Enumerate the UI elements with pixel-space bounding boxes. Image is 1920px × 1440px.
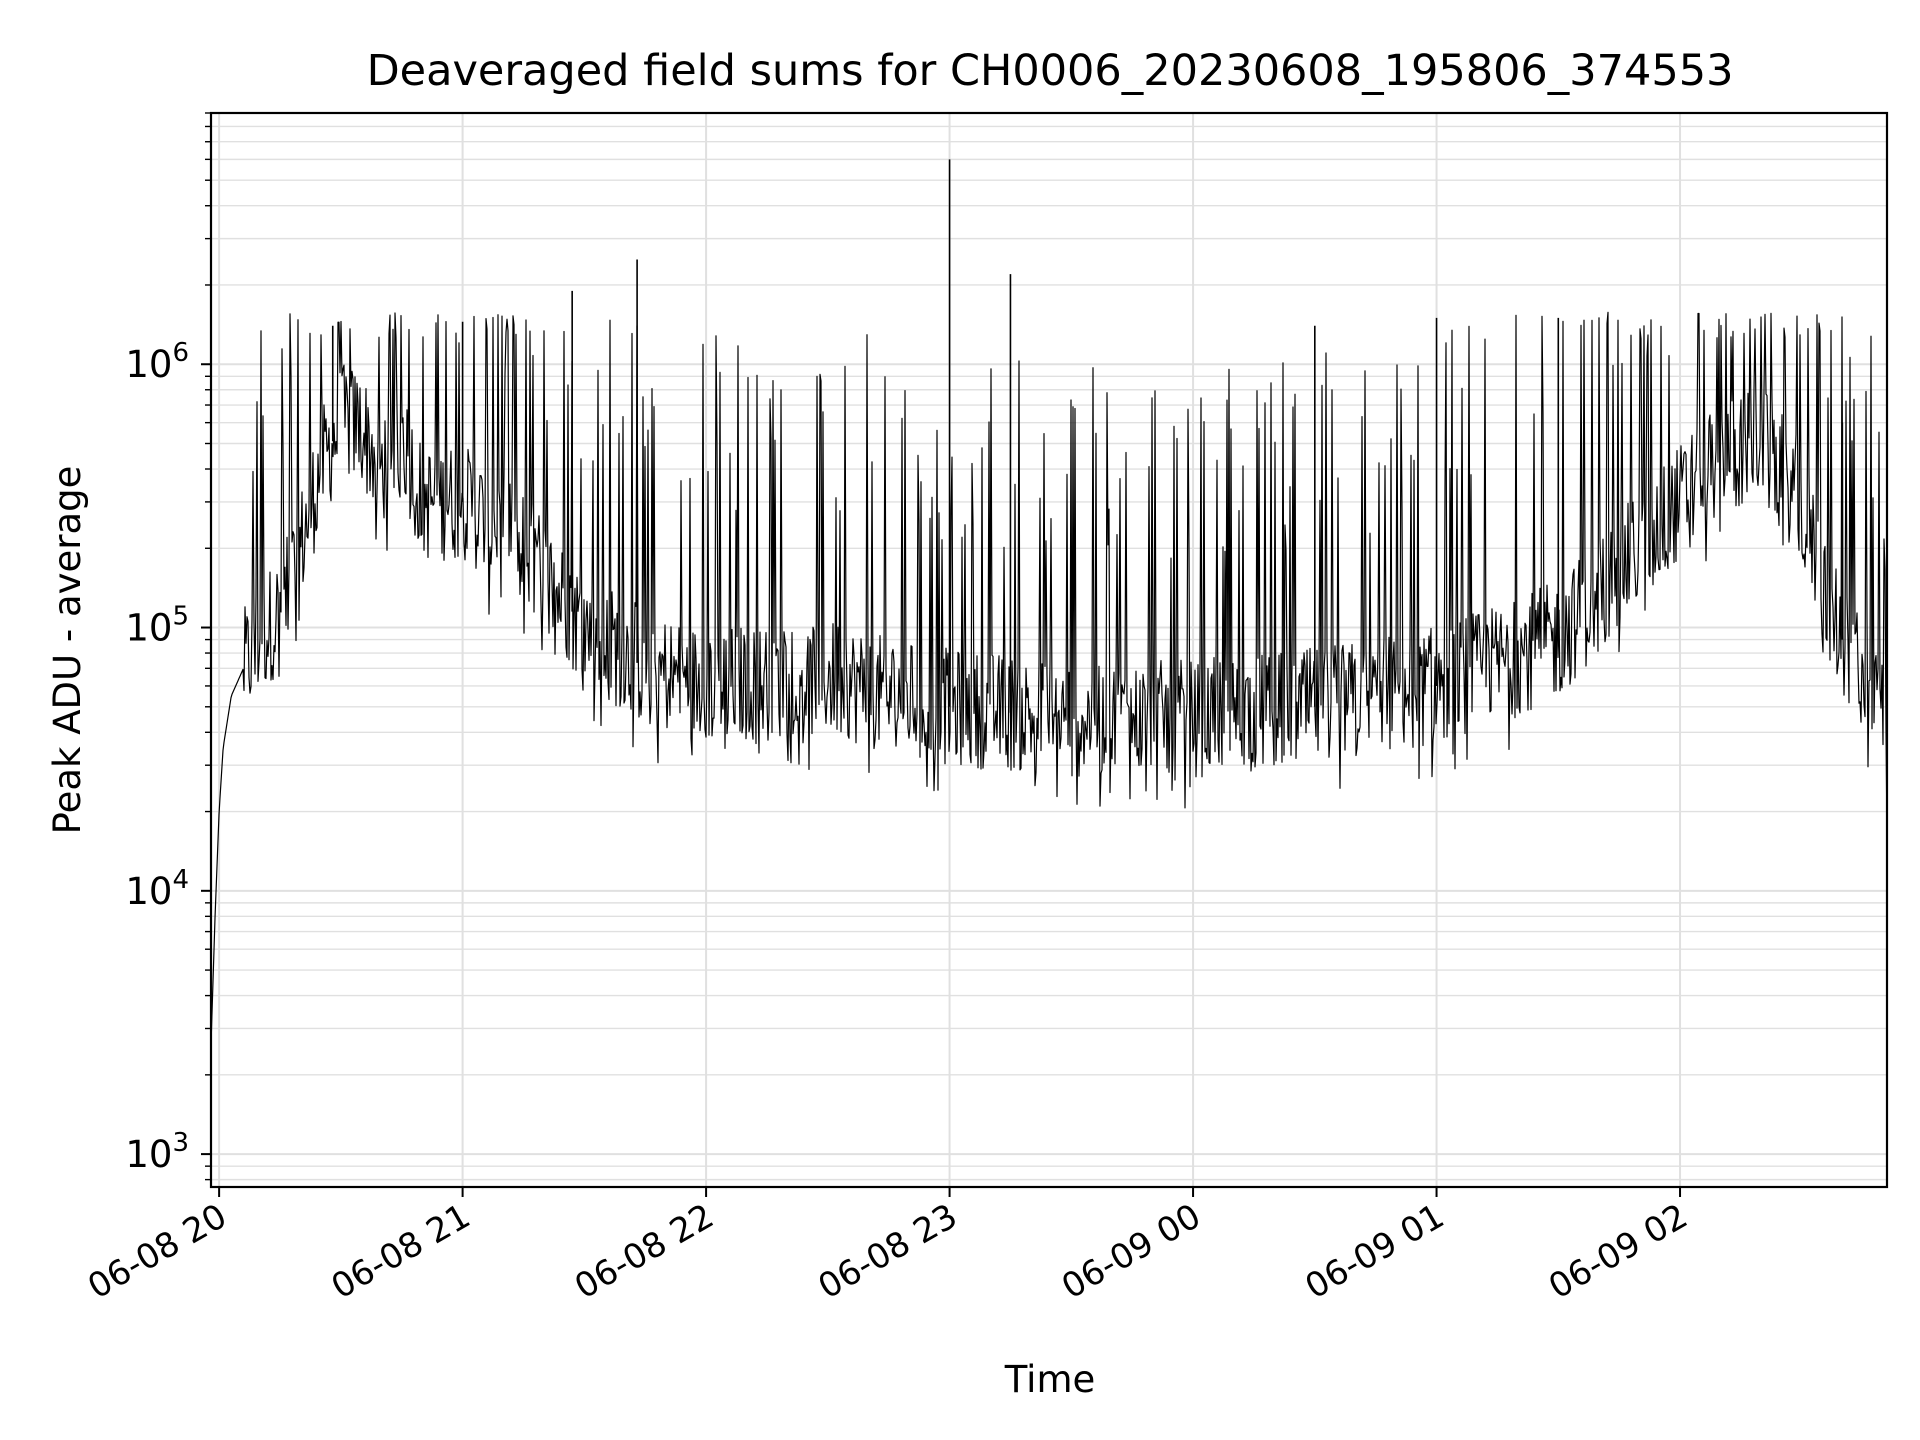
chart-title: Deaveraged field sums for CH0006_2023060… [367,46,1734,96]
grid [211,112,1887,1187]
data-layer [210,159,1888,1045]
y-tick-label: 103 [125,1128,189,1176]
y-tick-label: 106 [125,338,189,386]
x-axis-label: Time [1004,1358,1096,1401]
plot-frame [209,111,1889,1189]
y-axis-label: Peak ADU - average [46,466,89,835]
series-line [210,311,1888,1045]
y-tick-label: 104 [125,865,189,913]
y-tick-label: 105 [125,602,189,650]
